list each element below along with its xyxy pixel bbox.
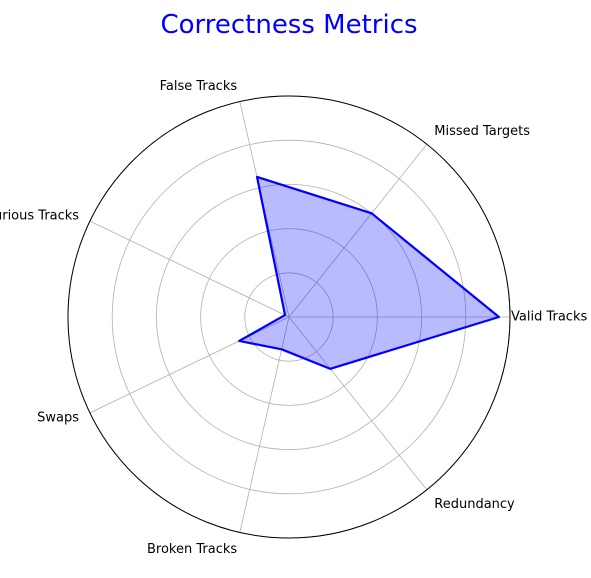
category-label: Redundancy (434, 497, 515, 512)
category-label: Missed Targets (434, 124, 530, 139)
category-label: Swaps (37, 411, 79, 426)
axis-spokes (89, 101, 510, 533)
polar-frame (67, 95, 511, 539)
series-layer (238, 175, 501, 370)
spoke-broken-tracks (239, 316, 290, 533)
category-label: Broken Tracks (147, 542, 237, 557)
spoke-swaps (89, 316, 290, 414)
chart-title: Correctness Metrics (160, 10, 417, 40)
spoke-spurious-tracks (89, 220, 290, 318)
series-line (238, 175, 501, 370)
category-label: False Tracks (160, 79, 238, 94)
spoke-missed-targets (288, 143, 428, 318)
category-label: Valid Tracks (511, 310, 587, 325)
series-area (239, 176, 499, 369)
category-label: Spurious Tracks (0, 208, 79, 223)
axis-labels: Valid Tracks Missed Targets False Tracks Sp… (0, 79, 587, 557)
spoke-redundancy (288, 316, 428, 491)
